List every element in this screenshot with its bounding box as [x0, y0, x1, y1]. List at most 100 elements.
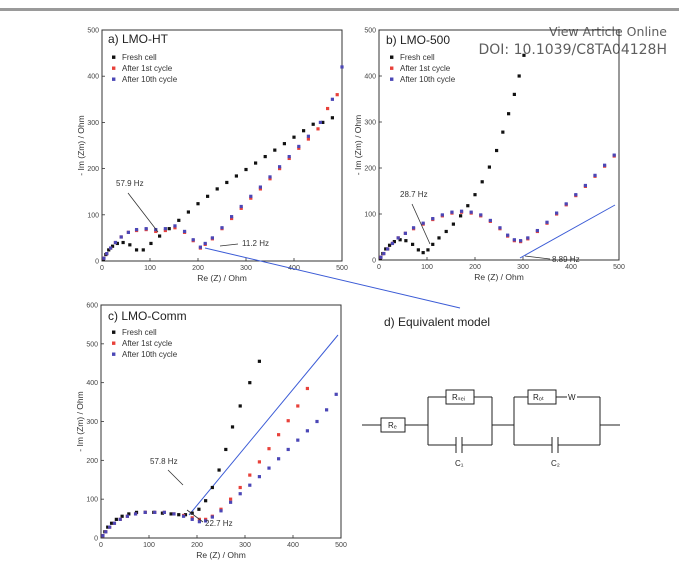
data-point: [501, 131, 504, 134]
data-point: [104, 530, 107, 533]
data-point: [404, 239, 407, 242]
data-point: [506, 234, 509, 237]
data-point: [134, 512, 137, 515]
data-point: [412, 226, 415, 229]
data-point: [306, 387, 309, 390]
data-point: [192, 238, 195, 241]
x-tick-label: 500: [613, 264, 625, 271]
y-tick-label: 400: [87, 74, 99, 81]
data-point: [240, 205, 243, 208]
data-point: [249, 195, 252, 198]
data-point: [326, 107, 329, 110]
data-point: [340, 65, 343, 68]
data-point: [283, 142, 286, 145]
data-point: [297, 145, 300, 148]
data-point: [522, 54, 525, 57]
data-point: [264, 155, 267, 158]
data-point: [613, 154, 616, 157]
data-point: [258, 475, 261, 478]
x-tick-label: 300: [517, 264, 529, 271]
annotation-arrow: [525, 256, 550, 259]
data-point: [397, 236, 400, 239]
data-point: [404, 232, 407, 235]
data-point: [518, 74, 521, 77]
data-point: [135, 248, 138, 251]
data-point: [513, 93, 516, 96]
data-point: [206, 195, 209, 198]
y-tick-label: 400: [364, 74, 376, 81]
x-tick-label: 0: [377, 264, 381, 271]
data-point: [565, 202, 568, 205]
x-tick-label: 500: [336, 265, 348, 272]
data-point: [109, 246, 112, 249]
data-point: [113, 522, 116, 525]
data-point: [110, 522, 113, 525]
data-point: [102, 257, 105, 260]
x-axis-label: Re (Z) / Ohm: [196, 550, 246, 560]
data-point: [302, 129, 305, 132]
legend-marker: [112, 56, 115, 59]
data-point: [277, 457, 280, 460]
legend-marker: [112, 342, 115, 345]
data-point: [498, 226, 501, 229]
data-point: [211, 236, 214, 239]
x-tick-label: 500: [335, 542, 347, 549]
legend-entry: After 10th cycle: [400, 75, 456, 84]
frequency-annotation: 28.7 Hz: [400, 190, 428, 199]
data-point: [114, 241, 117, 244]
x-tick-label: 400: [287, 542, 299, 549]
y-tick-label: 200: [364, 166, 376, 173]
data-point: [220, 226, 223, 229]
data-point: [296, 439, 299, 442]
data-point: [135, 228, 138, 231]
y-tick-label: 500: [364, 28, 376, 35]
x-tick-label: 100: [144, 265, 156, 272]
data-point: [177, 219, 180, 222]
data-point: [379, 256, 382, 259]
data-point: [278, 165, 281, 168]
legend-entry: After 1st cycle: [122, 64, 173, 73]
data-point: [452, 223, 455, 226]
data-point: [248, 473, 251, 476]
data-point: [158, 234, 161, 237]
data-point: [248, 484, 251, 487]
data-point: [331, 116, 334, 119]
x-tick-label: 100: [143, 542, 155, 549]
data-point: [153, 511, 156, 514]
data-point: [258, 360, 261, 363]
frequency-annotation: 11.2 Hz: [242, 239, 269, 248]
data-point: [168, 227, 171, 230]
data-point: [224, 448, 227, 451]
data-point: [217, 468, 220, 471]
data-point: [574, 193, 577, 196]
legend-entry: After 10th cycle: [122, 350, 178, 359]
data-point: [460, 210, 463, 213]
data-point: [239, 486, 242, 489]
data-point: [108, 526, 111, 529]
data-point: [177, 513, 180, 516]
data-point: [331, 98, 334, 101]
y-tick-label: 500: [86, 341, 98, 348]
data-point: [145, 227, 148, 230]
data-point: [267, 447, 270, 450]
y-tick-label: 0: [95, 259, 99, 266]
y-axis-label: - Im (Zm) / Ohm: [75, 391, 85, 451]
rct-label: Rₒₜ: [533, 393, 544, 402]
legend-entry: Fresh cell: [400, 53, 435, 62]
data-point: [315, 420, 318, 423]
panel-title: a) LMO-HT: [108, 32, 169, 46]
y-axis-label: - Im (Zm) / Ohm: [353, 115, 363, 175]
y-tick-label: 0: [372, 258, 376, 265]
data-point: [239, 404, 242, 407]
data-point: [259, 185, 262, 188]
x-tick-label: 200: [469, 264, 481, 271]
data-point: [312, 123, 315, 126]
data-point: [277, 433, 280, 436]
data-point: [230, 215, 233, 218]
annotation-arrow: [128, 193, 158, 232]
data-point: [142, 248, 145, 251]
data-point: [164, 227, 167, 230]
data-point: [466, 204, 469, 207]
y-axis-label: - Im (Zm) / Ohm: [76, 115, 86, 175]
data-point: [307, 135, 310, 138]
